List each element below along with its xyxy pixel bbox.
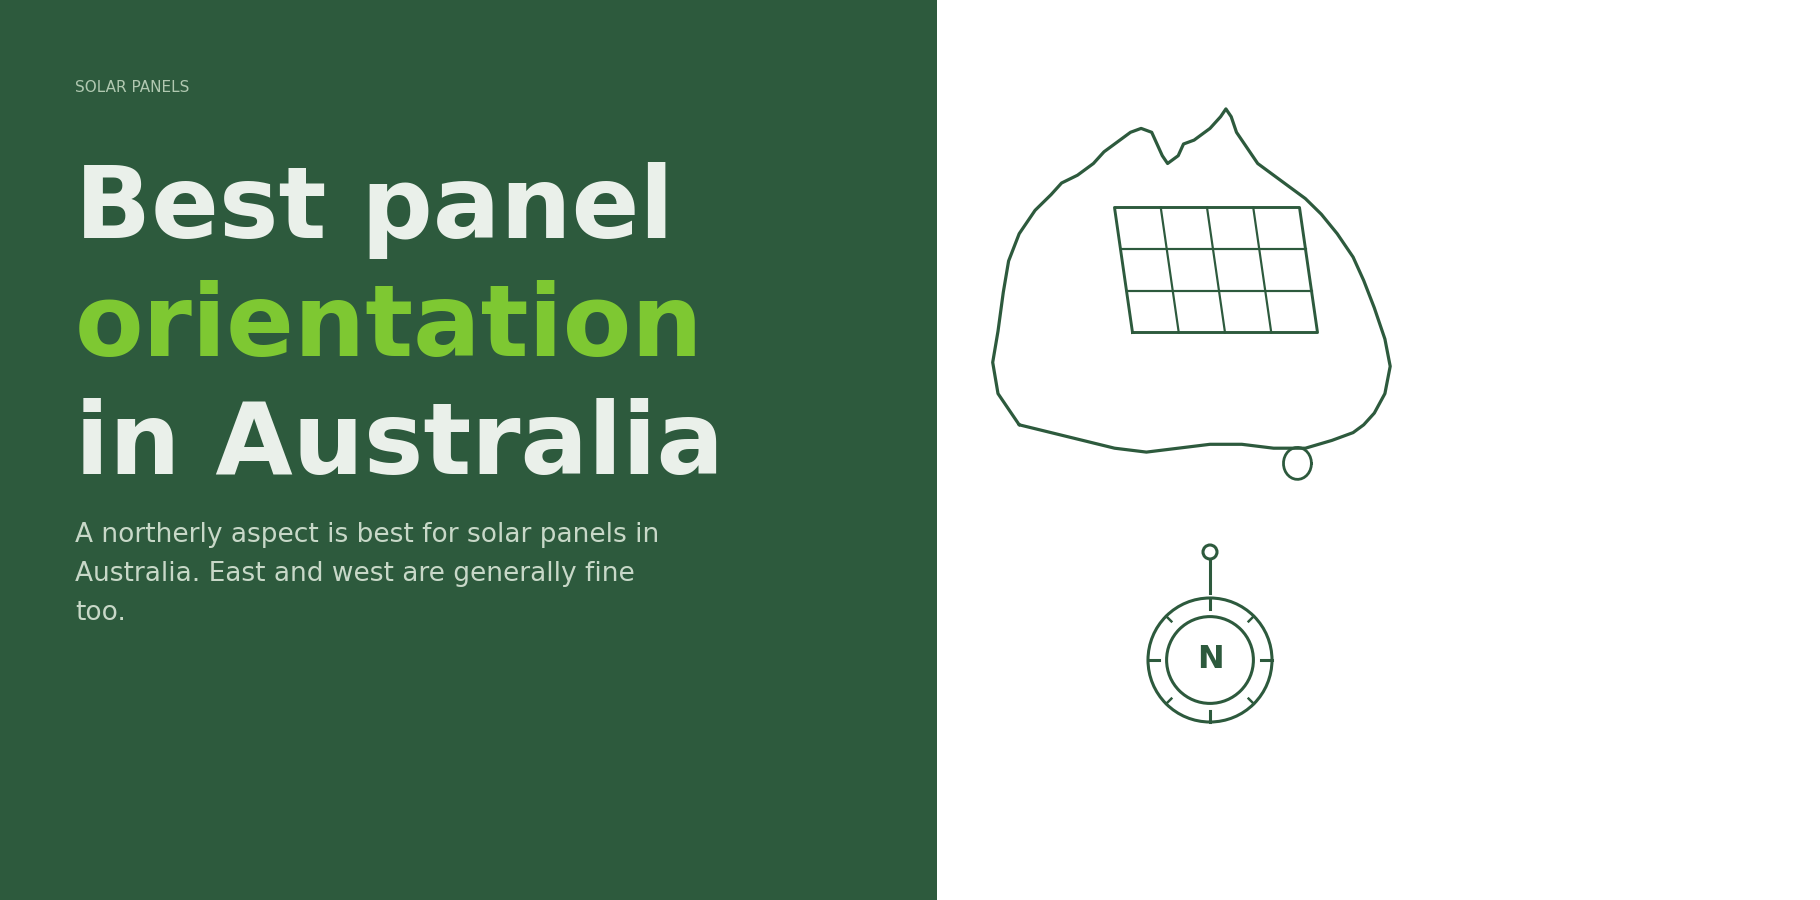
Bar (0, 0, 937, 900)
Text: A northerly aspect is best for solar panels in
Australia. East and west are gene: A northerly aspect is best for solar pan… (75, 522, 659, 626)
Text: in Australia: in Australia (75, 398, 724, 495)
Text: SOLAR PANELS: SOLAR PANELS (75, 80, 189, 95)
Text: orientation: orientation (75, 280, 704, 377)
Text: N: N (1196, 644, 1223, 676)
Bar (937, 0, 1820, 900)
Text: Best panel: Best panel (75, 162, 673, 259)
